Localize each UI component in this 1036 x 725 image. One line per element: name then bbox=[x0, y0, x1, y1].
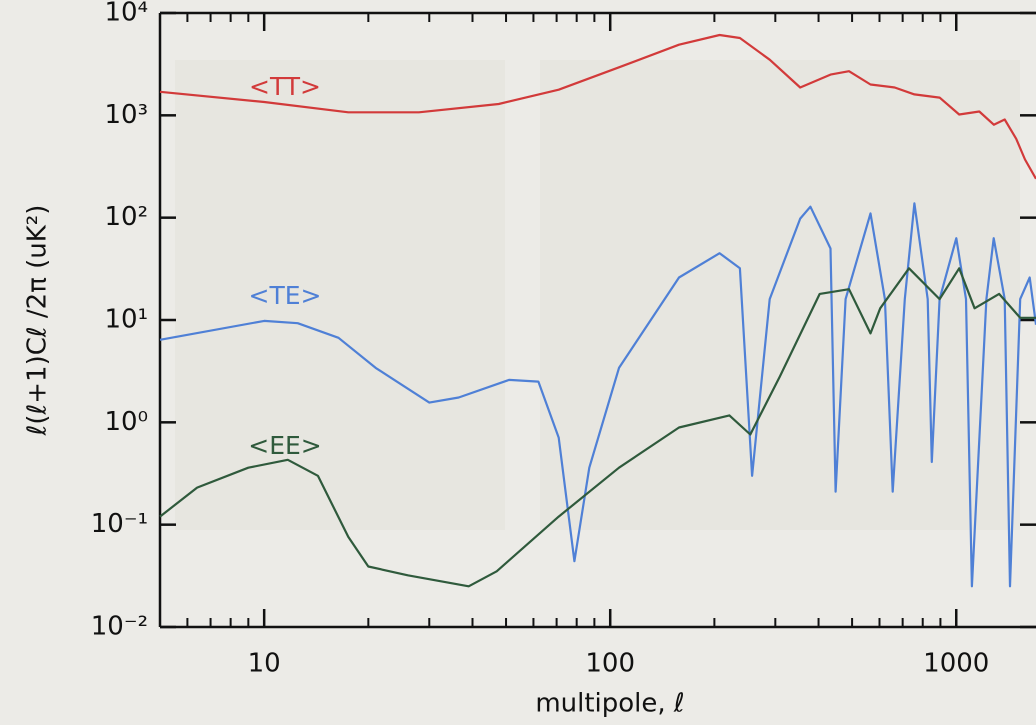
y-tick-label: 10³ bbox=[104, 100, 148, 130]
series-line bbox=[159, 267, 1036, 588]
series-label: <TE> bbox=[249, 281, 322, 310]
y-axis-title: ℓ(ℓ+1)Cℓ /2π (uK²) bbox=[23, 205, 53, 437]
y-tick-label: 10⁻² bbox=[91, 612, 148, 642]
series-line bbox=[159, 33, 1036, 180]
series-label: <TT> bbox=[249, 72, 321, 101]
background-panel bbox=[175, 60, 505, 530]
background-panel bbox=[540, 60, 1020, 530]
y-tick-label: 10² bbox=[104, 202, 148, 232]
x-tick-label: 1000 bbox=[923, 649, 989, 679]
y-tick-label: 10⁰ bbox=[104, 407, 148, 437]
series-label: <EE> bbox=[248, 431, 322, 460]
y-tick-label: 10⁻¹ bbox=[91, 509, 148, 539]
y-tick-label: 10⁴ bbox=[104, 0, 148, 28]
x-axis-title: multipole, ℓ bbox=[535, 689, 684, 719]
x-tick-label: 10 bbox=[248, 649, 281, 679]
y-tick-label: 10¹ bbox=[104, 305, 148, 335]
x-tick-label: 100 bbox=[585, 649, 635, 679]
series-line bbox=[159, 202, 1036, 588]
